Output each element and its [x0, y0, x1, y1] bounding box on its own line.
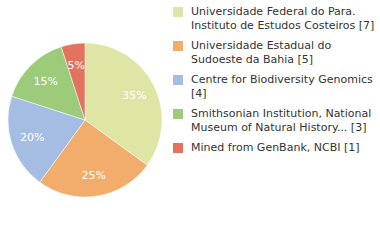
legend-label: Universidade Federal do Para. Instituto … [191, 5, 374, 32]
data-label: 20% [20, 131, 44, 144]
data-label: 15% [34, 75, 58, 88]
legend-item: Mined from GenBank, NCBI [1] [173, 141, 378, 155]
legend-swatch [173, 75, 183, 85]
data-label: 25% [81, 169, 105, 182]
legend-label: Centre for Biodiversity Genomics [4] [191, 73, 373, 100]
legend-item: Universidade Estadual do Sudoeste da Bah… [173, 39, 378, 67]
legend-swatch [173, 41, 183, 51]
legend-label: Universidade Estadual do Sudoeste da Bah… [191, 39, 331, 66]
legend-item: Centre for Biodiversity Genomics [4] [173, 73, 378, 101]
pie-slice [61, 43, 85, 120]
legend-swatch [173, 109, 183, 119]
legend-item: Smithsonian Institution, National Museum… [173, 107, 378, 135]
legend-swatch [173, 7, 183, 17]
pie-chart: 35% 25% 20% 15% 5% [0, 0, 170, 240]
legend-label: Mined from GenBank, NCBI [1] [191, 141, 360, 154]
legend: Universidade Federal do Para. Instituto … [173, 5, 378, 161]
legend-label: Smithsonian Institution, National Museum… [191, 107, 371, 134]
data-label: 5% [68, 59, 85, 72]
data-label: 35% [122, 89, 146, 102]
legend-item: Universidade Federal do Para. Instituto … [173, 5, 378, 33]
legend-swatch [173, 143, 183, 153]
